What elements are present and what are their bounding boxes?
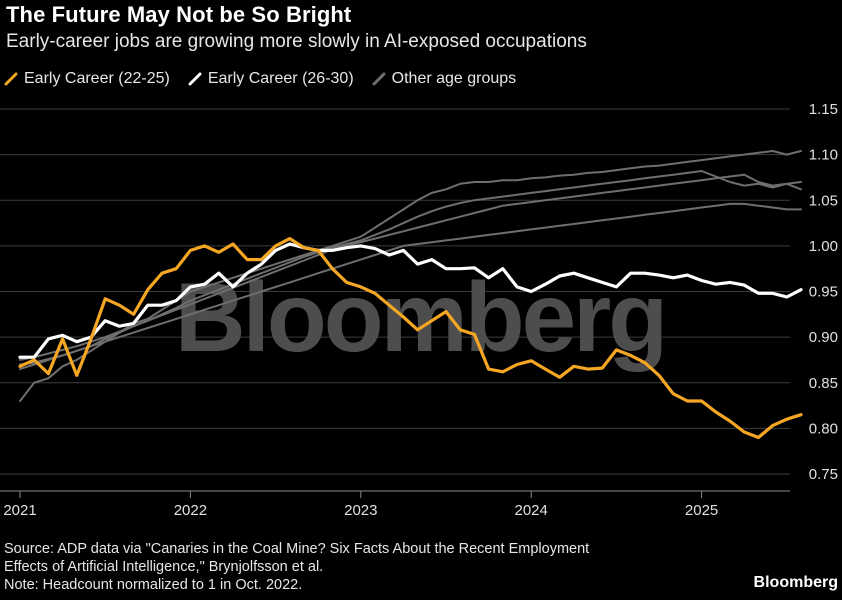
legend-label-early-22-25: Early Career (22-25): [24, 70, 170, 87]
y-tick-label: 1.10: [809, 147, 838, 164]
x-tick-label: 2022: [174, 502, 207, 519]
chart-subtitle: Early-career jobs are growing more slowl…: [6, 31, 587, 52]
series-line-early-26-30: [18, 242, 803, 359]
legend-item-early-26-30: Early Career (26-30): [188, 70, 354, 88]
note-line: Note: Headcount normalized to 1 in Oct. …: [4, 577, 303, 593]
y-tick-label: 0.75: [809, 466, 838, 483]
series-line-other-2: [19, 173, 802, 361]
y-tick-label: 1.15: [809, 101, 838, 118]
x-tick-label: 2024: [515, 502, 548, 519]
source-line-1: Source: ADP data via "Canaries in the Co…: [4, 541, 590, 557]
legend: Early Career (22-25) Early Career (26-30…: [4, 68, 534, 90]
footer-notes: Source: ADP data via "Canaries in the Co…: [4, 540, 589, 594]
series-line-early-22-25: [18, 237, 803, 440]
series-line-other-3: [19, 202, 802, 366]
y-tick-label: 0.90: [809, 329, 838, 346]
legend-label-early-26-30: Early Career (26-30): [207, 70, 354, 87]
legend-swatch-early-22-25: [4, 72, 18, 86]
x-tick-label: 2021: [3, 502, 36, 519]
series-lines: [18, 150, 803, 440]
legend-label-other: Other age groups: [391, 70, 517, 87]
legend-item-early-22-25: Early Career (22-25): [4, 70, 170, 88]
legend-swatch-early-26-30: [188, 72, 202, 86]
legend-item-other: Other age groups: [372, 70, 517, 88]
legend-swatch-other: [372, 72, 386, 86]
gridlines: [0, 108, 790, 475]
x-axis: 2021 2022 2023 2024 2025: [0, 490, 790, 519]
bloomberg-logo-text: Bloomberg: [753, 574, 838, 591]
source-line-2: Effects of Artificial Intelligence," Bry…: [4, 559, 324, 575]
series-line-other-0: [19, 150, 802, 402]
y-tick-label: 1.05: [809, 192, 838, 209]
y-tick-label: 1.00: [809, 238, 838, 255]
y-tick-label: 0.85: [809, 375, 838, 392]
line-chart: Bloomberg 1.15 1.10 1.05 1.00 0.95 0.90 0.85 0.…: [0, 101, 838, 519]
y-axis-labels: 1.15 1.10 1.05 1.00 0.95 0.90 0.85 0.80 0.75: [809, 101, 838, 483]
x-tick-label: 2025: [685, 502, 718, 519]
bloomberg-watermark: Bloomberg: [175, 262, 665, 372]
y-tick-label: 0.95: [809, 284, 838, 301]
y-tick-label: 0.80: [809, 420, 838, 437]
chart-title: The Future May Not be So Bright: [6, 2, 352, 27]
x-tick-label: 2023: [344, 502, 377, 519]
